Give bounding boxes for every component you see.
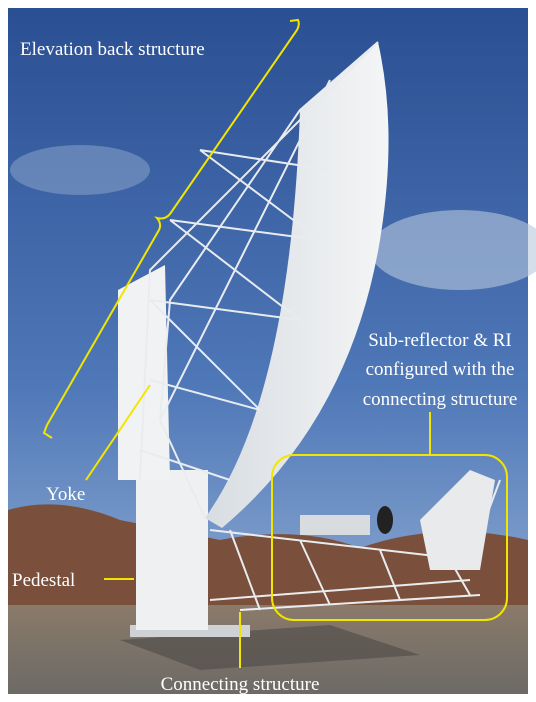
connecting-structure [209,470,501,611]
cloud [370,210,536,290]
sub-reflector-box [271,454,508,621]
label: Connecting structure [161,674,320,695]
label: Pedestal [12,570,75,591]
sub-reflector [420,470,495,570]
yoke-leader [85,384,151,481]
label: Elevation back structure [20,39,205,60]
main-reflector [205,42,389,528]
label: configured with the [366,359,515,380]
cloud [10,145,150,195]
elevation-bracket [42,18,300,439]
pedestal [136,470,208,630]
photo [8,8,536,694]
label: Yoke [46,484,85,505]
annotations: Elevation back structure Yoke Pedestal S… [12,18,518,695]
back-structure [139,41,379,519]
yoke [118,265,170,480]
label: Sub-reflector & RI [368,330,512,351]
label: connecting structure [363,389,518,410]
feed-horn [377,506,393,534]
feed-platform [300,515,370,535]
